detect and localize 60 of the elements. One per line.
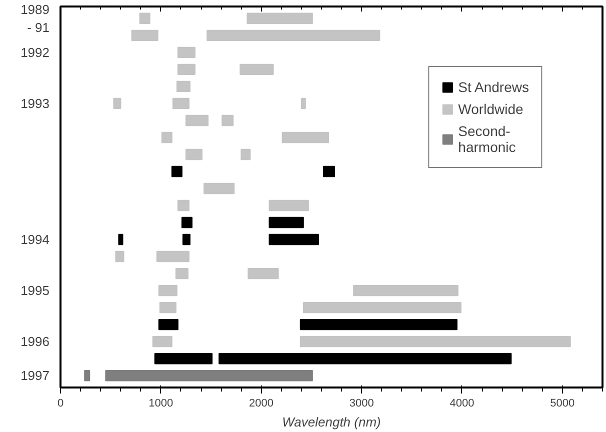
bar (240, 64, 274, 76)
bar (300, 336, 571, 348)
bar (282, 132, 329, 144)
bar (161, 132, 172, 144)
bar (185, 114, 209, 126)
legend-label: St Andrews (458, 79, 529, 95)
bar (246, 12, 313, 24)
bar (204, 182, 235, 194)
bar (152, 336, 172, 348)
y-tick-label: 1997 (20, 368, 50, 384)
x-tick-label: 1000 (148, 398, 174, 410)
bar (139, 12, 150, 24)
bar (177, 46, 196, 58)
bar (181, 216, 192, 228)
bar (176, 80, 190, 92)
bar (171, 166, 182, 178)
bar (105, 370, 313, 382)
legend-label: Worldwide (458, 101, 524, 117)
bar (268, 234, 319, 246)
x-tick-label: 3000 (349, 398, 374, 410)
bar (158, 318, 178, 330)
y-tick-label: 1993 (20, 96, 50, 111)
bar (84, 370, 90, 382)
x-tick-label: 0 (57, 398, 64, 410)
bar (300, 98, 306, 110)
bar (206, 30, 380, 42)
bar (131, 30, 158, 42)
y-tick-label: 1996 (20, 334, 50, 350)
bar (300, 318, 458, 330)
y-tick-label: 1989 - 91 (20, 2, 50, 35)
bar (353, 284, 458, 296)
bar (268, 216, 304, 228)
bar (182, 234, 190, 246)
x-axis-title: Wavelength (nm) (282, 414, 381, 430)
y-tick-label: 1995 (20, 283, 50, 298)
bar (268, 200, 309, 212)
bar (118, 234, 124, 246)
y-tick-label: 1994 (20, 232, 50, 248)
bar (158, 284, 178, 296)
bar (175, 268, 188, 280)
bar (218, 352, 512, 364)
bar (248, 268, 279, 280)
bar (222, 114, 234, 126)
bar (240, 148, 251, 160)
bar (322, 166, 336, 178)
bar (115, 250, 124, 262)
bar (156, 250, 190, 262)
x-tick-label: 2000 (249, 398, 274, 410)
bar (185, 148, 203, 160)
legend-label: Second- harmonic (458, 123, 516, 155)
bar (159, 302, 176, 314)
bar (172, 98, 190, 110)
x-tick-label: 4000 (450, 398, 474, 410)
x-tick-label: 5000 (550, 398, 575, 410)
bar (177, 200, 190, 212)
bar (154, 352, 213, 364)
bar (113, 98, 122, 110)
y-tick-label: 1992 (20, 44, 50, 60)
bar (302, 302, 462, 314)
bar (177, 64, 196, 76)
